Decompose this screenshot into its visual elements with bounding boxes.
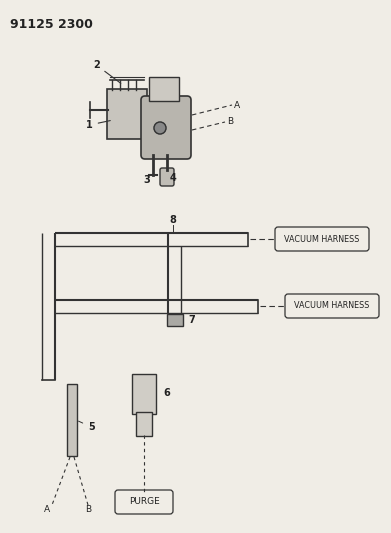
- Text: VACUUM HARNESS: VACUUM HARNESS: [294, 302, 369, 311]
- FancyBboxPatch shape: [149, 77, 179, 101]
- Text: 4: 4: [170, 173, 176, 183]
- FancyBboxPatch shape: [67, 384, 77, 456]
- Text: 3: 3: [143, 175, 151, 185]
- FancyBboxPatch shape: [167, 314, 183, 326]
- Text: A: A: [234, 101, 240, 109]
- FancyBboxPatch shape: [132, 374, 156, 414]
- Text: B: B: [227, 117, 233, 126]
- FancyBboxPatch shape: [107, 89, 147, 139]
- FancyBboxPatch shape: [141, 96, 191, 159]
- Text: 2: 2: [93, 60, 121, 83]
- Text: 5: 5: [79, 421, 95, 432]
- Text: 91125 2300: 91125 2300: [10, 18, 93, 31]
- Text: A: A: [44, 505, 50, 514]
- Text: PURGE: PURGE: [129, 497, 160, 506]
- FancyBboxPatch shape: [285, 294, 379, 318]
- Text: 7: 7: [188, 315, 195, 325]
- FancyBboxPatch shape: [160, 168, 174, 186]
- Text: B: B: [85, 505, 91, 514]
- Circle shape: [154, 122, 166, 134]
- FancyBboxPatch shape: [275, 227, 369, 251]
- Text: 6: 6: [163, 388, 170, 398]
- FancyBboxPatch shape: [136, 412, 152, 436]
- Text: 1: 1: [86, 120, 110, 130]
- FancyBboxPatch shape: [115, 490, 173, 514]
- Text: VACUUM HARNESS: VACUUM HARNESS: [284, 235, 360, 244]
- Text: 8: 8: [170, 215, 176, 225]
